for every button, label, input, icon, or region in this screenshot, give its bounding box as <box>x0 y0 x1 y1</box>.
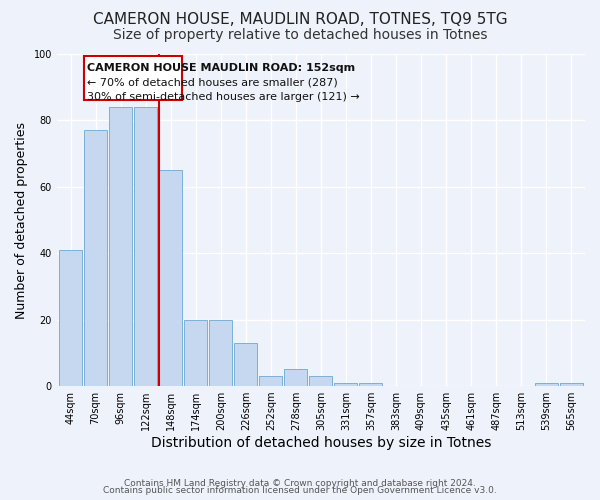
Text: Contains public sector information licensed under the Open Government Licence v3: Contains public sector information licen… <box>103 486 497 495</box>
Bar <box>209 320 232 386</box>
Bar <box>334 383 358 386</box>
Text: Contains HM Land Registry data © Crown copyright and database right 2024.: Contains HM Land Registry data © Crown c… <box>124 478 476 488</box>
Bar <box>159 170 182 386</box>
Y-axis label: Number of detached properties: Number of detached properties <box>15 122 28 318</box>
Text: CAMERON HOUSE, MAUDLIN ROAD, TOTNES, TQ9 5TG: CAMERON HOUSE, MAUDLIN ROAD, TOTNES, TQ9… <box>92 12 508 28</box>
Bar <box>84 130 107 386</box>
Bar <box>310 376 332 386</box>
Bar <box>234 343 257 386</box>
Bar <box>109 107 132 386</box>
Text: CAMERON HOUSE MAUDLIN ROAD: 152sqm: CAMERON HOUSE MAUDLIN ROAD: 152sqm <box>88 63 355 73</box>
Bar <box>259 376 283 386</box>
Bar <box>134 107 157 386</box>
Bar <box>560 383 583 386</box>
FancyBboxPatch shape <box>85 56 182 100</box>
Text: 30% of semi-detached houses are larger (121) →: 30% of semi-detached houses are larger (… <box>88 92 360 102</box>
Bar <box>359 383 382 386</box>
Bar <box>284 370 307 386</box>
Text: ← 70% of detached houses are smaller (287): ← 70% of detached houses are smaller (28… <box>88 77 338 87</box>
Bar <box>535 383 558 386</box>
Bar <box>184 320 207 386</box>
Text: Size of property relative to detached houses in Totnes: Size of property relative to detached ho… <box>113 28 487 42</box>
X-axis label: Distribution of detached houses by size in Totnes: Distribution of detached houses by size … <box>151 436 491 450</box>
Bar <box>59 250 82 386</box>
